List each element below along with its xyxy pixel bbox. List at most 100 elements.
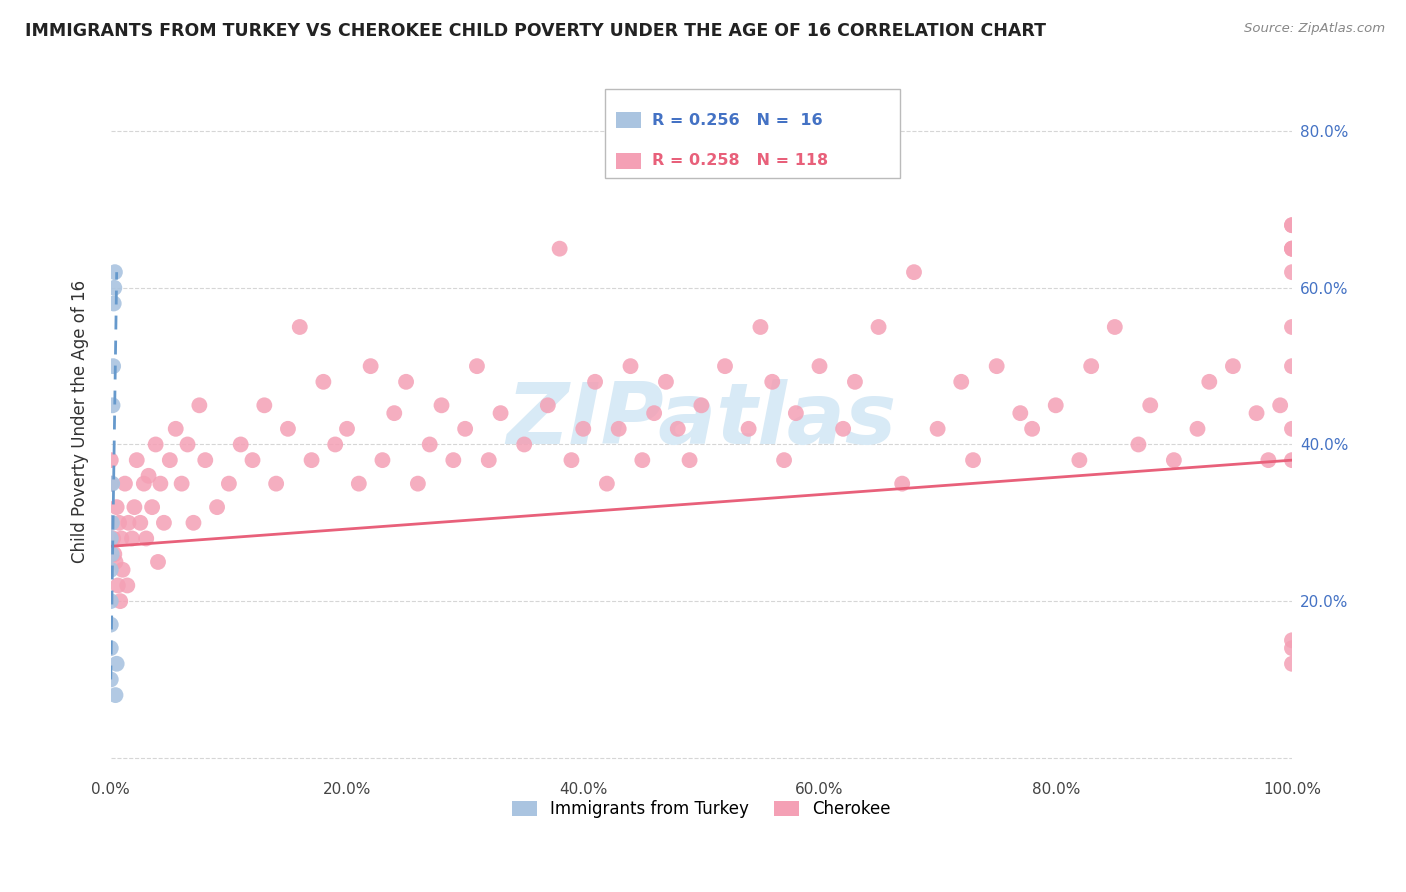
Point bbox=[1187, 422, 1209, 436]
Point bbox=[690, 398, 713, 412]
Point bbox=[132, 476, 155, 491]
Point bbox=[1222, 359, 1244, 373]
Text: IMMIGRANTS FROM TURKEY VS CHEROKEE CHILD POVERTY UNDER THE AGE OF 16 CORRELATION: IMMIGRANTS FROM TURKEY VS CHEROKEE CHILD… bbox=[25, 22, 1046, 40]
Point bbox=[478, 453, 501, 467]
Point bbox=[371, 453, 394, 467]
Point bbox=[194, 453, 217, 467]
Point bbox=[1246, 406, 1268, 420]
Point bbox=[1069, 453, 1091, 467]
Point bbox=[1281, 320, 1303, 334]
Point bbox=[101, 359, 124, 373]
Point bbox=[100, 594, 122, 608]
Point bbox=[149, 476, 172, 491]
Point bbox=[264, 476, 287, 491]
Point bbox=[1045, 398, 1067, 412]
Point bbox=[110, 532, 132, 546]
Point bbox=[218, 476, 240, 491]
Point bbox=[1270, 398, 1292, 412]
Text: R = 0.258   N = 118: R = 0.258 N = 118 bbox=[652, 153, 828, 168]
Point bbox=[117, 578, 139, 592]
Point bbox=[188, 398, 211, 412]
Y-axis label: Child Poverty Under the Age of 16: Child Poverty Under the Age of 16 bbox=[72, 279, 89, 563]
Point bbox=[1104, 320, 1126, 334]
Point bbox=[395, 375, 418, 389]
Point bbox=[832, 422, 855, 436]
Point bbox=[100, 516, 122, 530]
Point bbox=[1281, 359, 1303, 373]
Point bbox=[714, 359, 737, 373]
Point bbox=[100, 532, 122, 546]
Point bbox=[288, 320, 311, 334]
Point bbox=[121, 532, 143, 546]
Point bbox=[903, 265, 925, 279]
Point bbox=[1128, 437, 1150, 451]
Point bbox=[312, 375, 335, 389]
Point bbox=[100, 617, 122, 632]
Point bbox=[844, 375, 866, 389]
Point bbox=[105, 500, 128, 515]
Point bbox=[749, 320, 772, 334]
Point bbox=[560, 453, 582, 467]
Point bbox=[1281, 633, 1303, 648]
Point bbox=[1281, 422, 1303, 436]
Point bbox=[100, 641, 122, 656]
Point bbox=[111, 563, 134, 577]
Point bbox=[100, 476, 122, 491]
Point bbox=[103, 547, 125, 561]
Point bbox=[242, 453, 264, 467]
Point bbox=[454, 422, 477, 436]
Point bbox=[108, 516, 131, 530]
Point bbox=[1080, 359, 1102, 373]
Point bbox=[301, 453, 323, 467]
Point bbox=[419, 437, 441, 451]
Point bbox=[619, 359, 641, 373]
Point bbox=[336, 422, 359, 436]
Point bbox=[183, 516, 205, 530]
Point bbox=[165, 422, 187, 436]
Point bbox=[489, 406, 512, 420]
Point bbox=[101, 398, 124, 412]
Point bbox=[104, 688, 127, 702]
Point bbox=[785, 406, 807, 420]
Point bbox=[773, 453, 796, 467]
Point bbox=[170, 476, 193, 491]
Point bbox=[1010, 406, 1032, 420]
Text: Source: ZipAtlas.com: Source: ZipAtlas.com bbox=[1244, 22, 1385, 36]
Point bbox=[100, 453, 122, 467]
Point bbox=[1021, 422, 1043, 436]
Point bbox=[104, 265, 127, 279]
Point bbox=[253, 398, 276, 412]
Point bbox=[537, 398, 560, 412]
Point bbox=[1163, 453, 1185, 467]
Point bbox=[153, 516, 176, 530]
Point bbox=[631, 453, 654, 467]
Point bbox=[962, 453, 984, 467]
Point bbox=[666, 422, 689, 436]
Point bbox=[205, 500, 228, 515]
Point bbox=[1281, 242, 1303, 256]
Point bbox=[1281, 218, 1303, 232]
Point bbox=[100, 547, 122, 561]
Point bbox=[430, 398, 453, 412]
Point bbox=[100, 563, 122, 577]
Point bbox=[125, 453, 148, 467]
Point bbox=[117, 516, 139, 530]
Point bbox=[808, 359, 831, 373]
Point bbox=[950, 375, 973, 389]
Point bbox=[101, 516, 124, 530]
Point bbox=[1281, 265, 1303, 279]
Point bbox=[159, 453, 181, 467]
Point bbox=[277, 422, 299, 436]
Point bbox=[513, 437, 536, 451]
Point bbox=[737, 422, 759, 436]
Point bbox=[655, 375, 678, 389]
Point bbox=[1281, 453, 1303, 467]
Point bbox=[572, 422, 595, 436]
Point bbox=[135, 532, 157, 546]
Point bbox=[229, 437, 252, 451]
Point bbox=[596, 476, 619, 491]
Point bbox=[1281, 641, 1303, 656]
Point bbox=[1281, 218, 1303, 232]
Point bbox=[141, 500, 163, 515]
Point bbox=[114, 476, 136, 491]
